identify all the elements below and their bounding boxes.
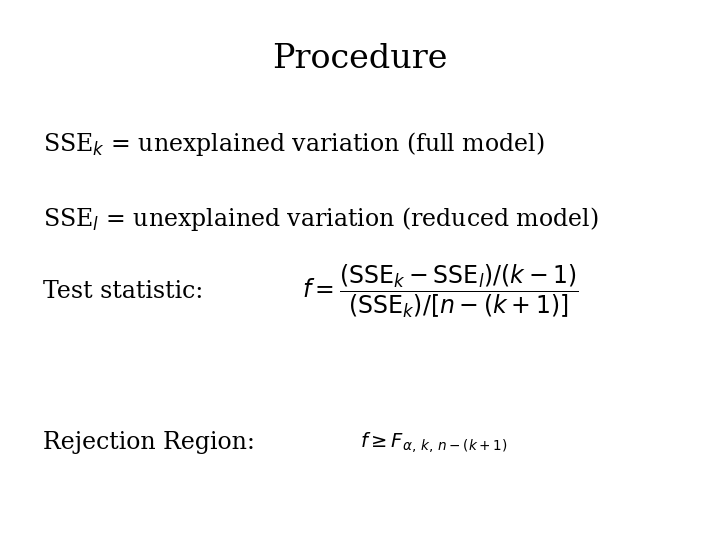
- Text: Rejection Region:: Rejection Region:: [43, 431, 270, 454]
- Text: $f = \dfrac{(\mathrm{SSE}_{k}-\mathrm{SSE}_{l})/(k-1)}{(\mathrm{SSE}_{k})/[n-(k+: $f = \dfrac{(\mathrm{SSE}_{k}-\mathrm{SS…: [302, 263, 579, 320]
- Text: $\mathregular{SSE}_l$ = unexplained variation (reduced model): $\mathregular{SSE}_l$ = unexplained vari…: [43, 205, 599, 233]
- Text: Procedure: Procedure: [272, 43, 448, 75]
- Text: $\mathregular{SSE}_k$ = unexplained variation (full model): $\mathregular{SSE}_k$ = unexplained vari…: [43, 130, 545, 158]
- Text: Test statistic:: Test statistic:: [43, 280, 218, 303]
- Text: $f \geq F_{\alpha,\,k,\,n-(k+1)}$: $f \geq F_{\alpha,\,k,\,n-(k+1)}$: [360, 431, 508, 455]
